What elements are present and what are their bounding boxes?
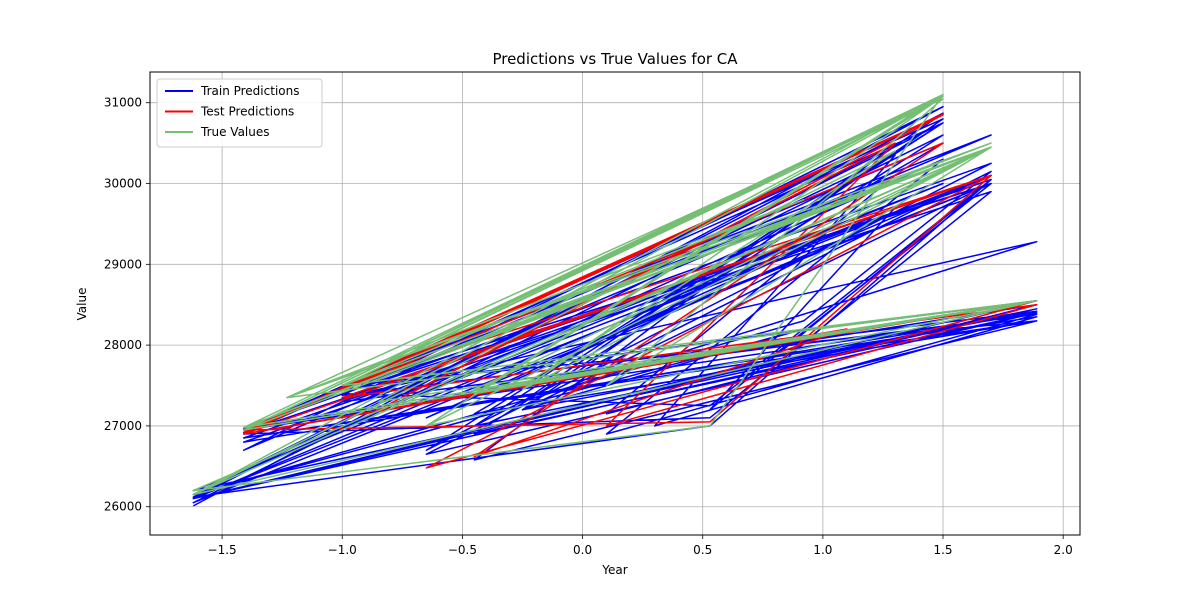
x-tick-label: −1.0: [328, 543, 357, 557]
y-tick-label: 31000: [104, 96, 142, 110]
legend-label: True Values: [200, 125, 270, 139]
series-layer: [192, 93, 1038, 507]
ticks-layer: −1.5 −1.0 −0.5 0.0 0.5 1.0 1.5 2.0 26000 27000 280…: [104, 96, 1073, 557]
legend-label: Train Predictions: [200, 84, 299, 98]
x-tick-label: 0.5: [693, 543, 712, 557]
legend: Train Predictions Test Predictions True Va…: [156, 78, 323, 148]
x-axis-label: Year: [601, 563, 627, 577]
y-tick-label: 30000: [104, 177, 142, 191]
x-tick-label: −0.5: [448, 543, 477, 557]
legend-label: Test Predictions: [200, 105, 294, 119]
y-tick-label: 27000: [104, 419, 142, 433]
x-tick-label: 1.5: [933, 543, 952, 557]
plot-frame: [149, 71, 1081, 536]
y-tick-label: 29000: [104, 257, 142, 271]
y-tick-label: 26000: [104, 500, 142, 514]
true-values-line: [192, 93, 1038, 496]
y-axis-label: Value: [75, 288, 89, 321]
x-tick-label: 2.0: [1054, 543, 1073, 557]
x-tick-label: 0.0: [573, 543, 592, 557]
train-predictions-line: [192, 105, 1038, 507]
x-tick-label: −1.5: [208, 543, 237, 557]
y-tick-label: 28000: [104, 338, 142, 352]
legend-box: [156, 78, 323, 148]
chart-title: Predictions vs True Values for CA: [492, 50, 738, 68]
x-tick-label: 1.0: [813, 543, 832, 557]
